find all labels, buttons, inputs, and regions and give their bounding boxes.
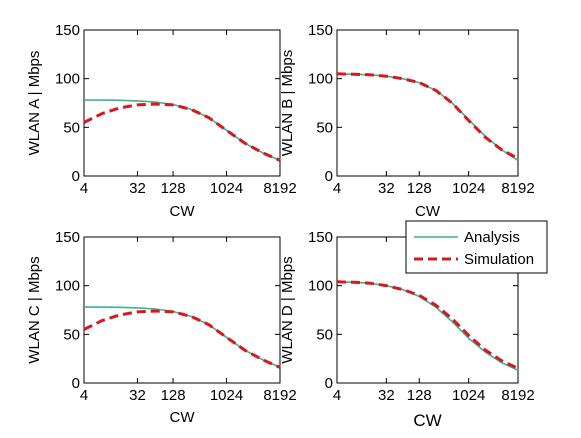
x-tick-label: 1024: [210, 180, 243, 197]
y-tick-label: 0: [325, 375, 333, 392]
x-axis-label: CW: [170, 409, 196, 426]
subplot-1: 4 32 128 1024 8192 0 50 100 150 CW WLAN A | Mbps: [26, 22, 297, 220]
x-tick-label: 4: [333, 387, 341, 404]
x-tick-label: 8192: [501, 180, 534, 197]
x-tick-label: 128: [161, 387, 186, 404]
y-tick-label: 150: [55, 229, 80, 246]
x-axis-label: CW: [413, 411, 441, 430]
plot-frame: [336, 29, 519, 177]
y-axis-label: WLAN A | Mbps: [26, 51, 43, 156]
y-axis-label: WLAN D | Mbps: [279, 256, 296, 363]
x-axis-label: CW: [415, 203, 441, 220]
x-tick-label: 128: [407, 180, 432, 197]
y-tick-label: 150: [308, 229, 333, 246]
x-tick-label: 8192: [501, 387, 534, 404]
legend-label-simulation: Simulation: [464, 251, 534, 268]
x-tick-label: 32: [378, 387, 395, 404]
x-tick-label: 8192: [263, 387, 296, 404]
y-axis-label: WLAN B | Mbps: [279, 50, 296, 156]
x-tick-label: 128: [161, 180, 186, 197]
series-line-analysis: [336, 281, 519, 372]
x-tick-label: 4: [80, 180, 88, 197]
y-tick-label: 150: [55, 22, 80, 39]
x-tick-label: 4: [333, 180, 341, 197]
x-axis-label: CW: [170, 203, 196, 220]
x-tick-label: 128: [407, 387, 432, 404]
legend-box: [405, 220, 548, 274]
subplot-3: 4 32 128 1024 8192 0 50 100 150 CW WLAN C | Mbps: [26, 229, 297, 426]
x-tick-label: 32: [378, 180, 395, 197]
series-line-simulation: [336, 280, 519, 370]
y-tick-label: 50: [316, 326, 333, 343]
subplot-4: 4 32 128 1024 8192 0 50 100 150 CW WLAN D | Mbps An…: [279, 220, 548, 430]
y-tick-label: 0: [72, 375, 80, 392]
y-tick-label: 50: [63, 119, 80, 136]
y-tick-label: 50: [316, 119, 333, 136]
y-tick-label: 0: [325, 168, 333, 185]
plot-frame: [83, 236, 281, 384]
y-tick-label: 100: [308, 278, 333, 295]
y-axis-label: WLAN C | Mbps: [26, 256, 43, 363]
x-tick-label: 32: [129, 180, 146, 197]
series-line-simulation: [83, 102, 281, 162]
legend: Analysis Simulation: [405, 220, 548, 274]
y-tick-label: 100: [55, 278, 80, 295]
x-tick-label: 4: [80, 387, 88, 404]
x-tick-label: 1024: [210, 387, 243, 404]
series-line-simulation: [83, 309, 281, 369]
x-tick-label: 32: [129, 387, 146, 404]
plot-frame: [83, 29, 281, 177]
y-tick-label: 150: [308, 22, 333, 39]
y-tick-label: 100: [55, 71, 80, 88]
legend-label-analysis: Analysis: [464, 229, 520, 246]
x-tick-label: 8192: [263, 180, 296, 197]
series-line-simulation: [336, 72, 519, 160]
x-tick-label: 1024: [452, 180, 485, 197]
x-tick-label: 1024: [452, 387, 485, 404]
y-tick-label: 100: [308, 71, 333, 88]
subplot-2: 4 32 128 1024 8192 0 50 100 150 CW WLAN B | Mbps: [279, 22, 535, 220]
y-tick-label: 0: [72, 168, 80, 185]
y-tick-label: 50: [63, 326, 80, 343]
